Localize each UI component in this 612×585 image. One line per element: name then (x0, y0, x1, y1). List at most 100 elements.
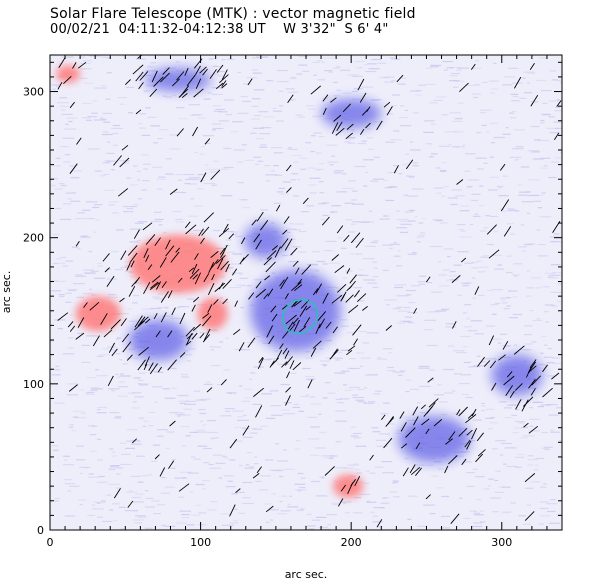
noise-streak (312, 251, 320, 253)
field-vector (415, 442, 421, 450)
field-vector (486, 224, 497, 235)
noise-streak (483, 254, 489, 257)
field-vector (235, 488, 241, 494)
noise-streak (288, 261, 300, 263)
noise-streak (132, 302, 138, 304)
noise-streak (523, 523, 532, 525)
noise-streak (270, 469, 282, 471)
noise-streak (299, 508, 305, 510)
y-tick-label: 200 (23, 232, 44, 245)
noise-streak (324, 457, 334, 459)
field-vector (522, 396, 534, 407)
noise-streak (175, 218, 183, 220)
field-vector (292, 260, 299, 267)
field-vector (154, 237, 161, 247)
noise-streak (368, 374, 378, 376)
noise-streak (396, 322, 405, 324)
noise-streak (108, 201, 119, 203)
noise-streak (449, 75, 458, 77)
field-vector (233, 328, 241, 335)
noise-streak (176, 307, 181, 309)
noise-streak (557, 300, 562, 303)
field-vector (241, 237, 246, 245)
field-vector (405, 427, 416, 438)
noise-streak (253, 127, 264, 129)
noise-streak (552, 272, 562, 274)
field-vector (143, 281, 151, 295)
field-vector (209, 69, 217, 79)
field-vector (451, 275, 461, 283)
noise-streak (549, 132, 559, 134)
noise-streak (242, 502, 254, 505)
noise-streak (105, 57, 111, 59)
field-vector (160, 291, 169, 303)
noise-streak (238, 512, 246, 514)
noise-streak (97, 265, 103, 267)
noise-streak (521, 426, 528, 429)
noise-streak (310, 403, 321, 405)
field-vector (185, 340, 192, 346)
noise-streak (67, 490, 72, 492)
field-vector (57, 312, 69, 321)
noise-streak (503, 463, 507, 465)
field-vector (143, 364, 148, 370)
noise-streak (377, 358, 387, 360)
noise-streak (383, 180, 388, 182)
noise-streak (57, 328, 63, 330)
noise-streak (101, 56, 106, 58)
noise-streak (352, 90, 358, 93)
noise-streak (297, 472, 304, 475)
noise-streak (532, 401, 544, 403)
noise-streak (111, 127, 124, 129)
noise-streak (357, 401, 366, 403)
field-vector (426, 276, 431, 283)
noise-streak (373, 267, 378, 269)
noise-streak (553, 362, 562, 365)
noise-streak (287, 503, 291, 505)
noise-streak (290, 372, 297, 374)
noise-streak (327, 524, 331, 526)
noise-streak (158, 176, 166, 178)
field-vector (282, 330, 289, 339)
field-vector (302, 197, 309, 205)
field-vector (260, 220, 269, 231)
field-vector (255, 239, 262, 250)
field-vector (489, 360, 497, 369)
noise-streak (358, 269, 365, 271)
noise-streak (355, 468, 360, 471)
field-vector (194, 272, 202, 285)
noise-streak (95, 219, 100, 221)
noise-streak (479, 205, 485, 207)
noise-streak (280, 409, 290, 411)
noise-streak (560, 303, 562, 305)
noise-streak (213, 160, 220, 162)
noise-streak (278, 187, 285, 189)
noise-streak (60, 218, 71, 220)
noise-streak (386, 304, 390, 306)
noise-streak (306, 205, 314, 207)
noise-streak (293, 161, 299, 163)
noise-streak (132, 401, 137, 403)
field-vector (167, 290, 173, 299)
noise-streak (237, 161, 244, 163)
field-vector (178, 483, 190, 492)
noise-streak (231, 493, 238, 495)
noise-streak (300, 168, 307, 170)
noise-streak (546, 127, 558, 129)
noise-streak (133, 203, 139, 206)
noise-streak (431, 475, 439, 477)
noise-streak (393, 242, 397, 244)
noise-streak (62, 353, 75, 355)
noise-streak (399, 320, 412, 322)
field-vector (110, 319, 121, 330)
noise-streak (220, 513, 233, 515)
noise-streak (298, 251, 307, 253)
noise-streak (495, 302, 501, 304)
noise-streak (367, 63, 377, 65)
field-vector (199, 333, 205, 339)
noise-streak (493, 136, 506, 139)
field-vector (365, 122, 371, 129)
noise-streak (452, 350, 465, 352)
noise-streak (55, 157, 61, 159)
noise-streak (351, 75, 363, 77)
